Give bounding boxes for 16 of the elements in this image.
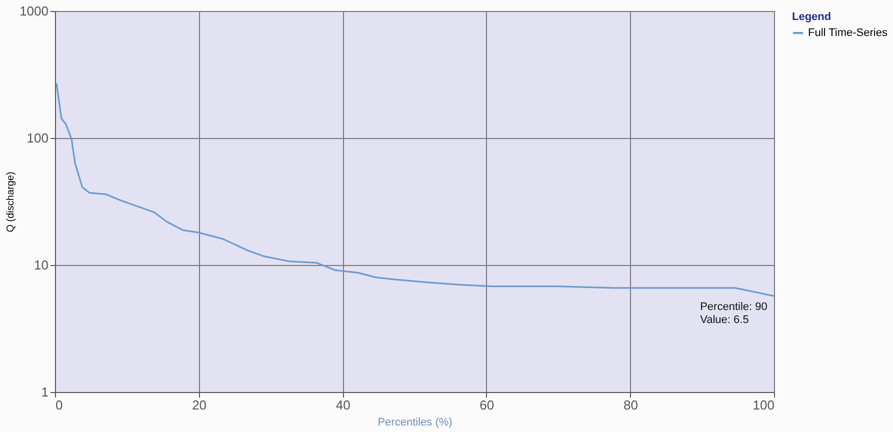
x-tick-label: 100 bbox=[752, 398, 774, 412]
x-tick-label: 60 bbox=[480, 398, 494, 412]
line-series bbox=[56, 82, 774, 297]
x-tick-label: 0 bbox=[56, 398, 63, 412]
x-tick-label: 40 bbox=[336, 398, 350, 412]
legend-label: Full Time-Series bbox=[808, 27, 888, 39]
annotation: Percentile: 90 Value: 6.5 bbox=[700, 300, 768, 326]
y-axis-title: Q (discharge) bbox=[6, 172, 17, 232]
x-axis-title: Percentiles (%) bbox=[378, 416, 452, 428]
y-tick-label: 1000 bbox=[20, 4, 48, 18]
x-tick-label: 20 bbox=[192, 398, 207, 412]
y-tick-label: 1 bbox=[41, 384, 48, 400]
legend-title: Legend bbox=[792, 11, 832, 23]
y-tick-label: 10 bbox=[34, 258, 48, 272]
y-tick-label: 100 bbox=[26, 130, 48, 146]
x-tick-label: 80 bbox=[623, 398, 638, 412]
